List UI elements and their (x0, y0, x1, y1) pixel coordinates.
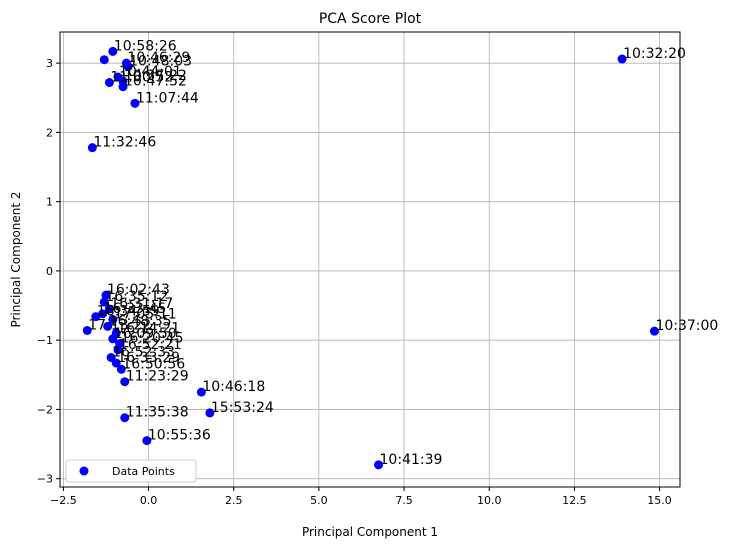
data-point-label: 16:34:59 (97, 304, 160, 320)
data-point (617, 54, 627, 64)
data-point (116, 364, 126, 374)
data-point-label: 10:58:26 (114, 38, 177, 54)
data-point (196, 387, 206, 397)
data-point-label: 10:46:29 (127, 50, 190, 66)
point-labels: 10:58:2610:46:2910:48:0310:44:0110:37:22… (88, 38, 718, 467)
data-point-label: 10:44:01 (119, 64, 182, 80)
data-point (108, 46, 118, 56)
x-tick-label: 2.5 (225, 494, 243, 507)
y-tick-label: −1 (37, 334, 53, 347)
x-tick-label: 5.0 (310, 494, 328, 507)
legend-marker (79, 466, 89, 476)
data-point (118, 82, 128, 92)
data-point-label: 16:52:21 (119, 337, 182, 353)
data-point-label: 10:37:00 (655, 318, 718, 334)
data-point-label: 10:55:36 (148, 428, 211, 444)
data-point-label: 16:50:56 (122, 356, 185, 372)
data-point-label: 11:32:46 (93, 135, 156, 151)
data-point-label: 17:05:11 (114, 306, 177, 322)
x-tick-label: 15.0 (647, 494, 672, 507)
data-point (91, 312, 101, 322)
data-point (120, 413, 130, 423)
data-point (123, 62, 133, 72)
data-point (130, 98, 140, 108)
x-tick-label: −2.5 (50, 494, 77, 507)
axis-ticks: −2.5 0.0 2.5 5.0 7.5 10.0 12.5 15.0 −3 −2 −1 0 1 2 3 (37, 57, 672, 507)
data-point (113, 345, 123, 355)
data-point (104, 304, 114, 314)
data-point-label: 16:02:43 (107, 282, 170, 298)
y-tick-label: 3 (46, 57, 53, 70)
data-points (82, 46, 659, 470)
data-point (111, 358, 121, 368)
data-point (649, 326, 659, 336)
data-point-label: 17:13:22 (88, 317, 151, 333)
data-point-label: 10:37:22 (124, 68, 187, 84)
data-point-label: 11:00:52 (110, 70, 173, 86)
data-point-label: 16:33:45 (104, 301, 167, 317)
y-tick-label: −3 (37, 473, 53, 486)
y-tick-label: 2 (46, 126, 53, 139)
data-point (108, 334, 118, 344)
data-point (120, 377, 130, 387)
data-point-label: 11:35:38 (126, 405, 189, 421)
data-point-label: 16:35:12 (105, 289, 168, 305)
data-point (108, 314, 118, 324)
data-point (99, 297, 109, 307)
data-point-label: 11:23:29 (126, 369, 189, 385)
data-point (101, 290, 111, 300)
data-point-label: 16:48:35 (109, 313, 172, 329)
data-point-label: 11:07:44 (136, 90, 199, 106)
x-axis-label: Principal Component 1 (302, 525, 438, 539)
legend: Data Points (65, 459, 197, 483)
y-tick-label: 1 (46, 196, 53, 209)
data-point-label: 10:32:20 (623, 46, 686, 62)
x-tick-label: 0.0 (140, 494, 158, 507)
data-point (103, 321, 113, 331)
data-point-label: 16:14:21 (117, 320, 180, 336)
data-point-label: 16:52:33 (112, 344, 175, 360)
legend-box (65, 459, 197, 483)
chart-title: PCA Score Plot (319, 11, 422, 27)
data-point (104, 78, 114, 88)
x-tick-label: 10.0 (477, 494, 502, 507)
data-point (142, 436, 152, 446)
data-point-label: 10:46:18 (202, 379, 265, 395)
y-tick-label: −2 (37, 403, 53, 416)
data-point-label: 16:33:29 (117, 350, 180, 366)
data-point (374, 460, 384, 470)
data-point (98, 309, 108, 319)
data-point (82, 325, 92, 335)
data-point-label: 16:31:17 (110, 296, 173, 312)
x-tick-label: 7.5 (395, 494, 413, 507)
y-tick-label: 0 (46, 265, 53, 278)
data-point (205, 408, 215, 418)
data-point-label: 16:20:45 (121, 331, 184, 347)
data-point-label: 16:09:50 (114, 326, 177, 342)
plot-frame (59, 31, 681, 488)
data-point (87, 143, 97, 153)
legend-label: Data Points (112, 465, 175, 478)
y-axis-label: Principal Component 2 (9, 191, 23, 327)
data-point-label: 10:48:03 (129, 54, 192, 70)
data-point-label: 10:41:39 (380, 452, 443, 468)
data-point-label: 15:53:24 (211, 400, 274, 416)
x-tick-label: 12.5 (562, 494, 587, 507)
data-point (99, 55, 109, 65)
data-point-label: 10:47:52 (124, 74, 187, 90)
